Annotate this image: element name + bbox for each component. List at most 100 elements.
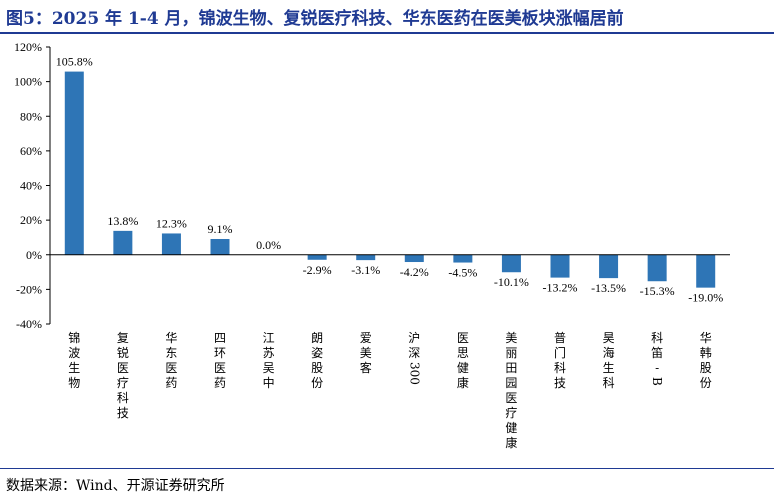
category-char: 笛 [651, 345, 663, 360]
category-char: 药 [165, 376, 177, 390]
category-char: 园 [505, 376, 517, 390]
category-char: 韩 [700, 345, 712, 360]
category-char: 田 [505, 361, 517, 375]
category-char: B [650, 377, 664, 386]
bar [307, 254, 327, 260]
data-label: 105.8% [56, 55, 93, 69]
y-tick-label: 100% [14, 75, 42, 89]
category-char: 技 [117, 406, 129, 420]
data-label: 13.8% [107, 214, 138, 228]
category-char: 医 [214, 361, 226, 375]
category-char: 复 [117, 331, 129, 345]
y-tick-label: 60% [20, 144, 42, 158]
category-char: 中 [263, 375, 275, 390]
category-char: - [655, 361, 659, 375]
category-char: 吴 [263, 361, 275, 375]
data-label: 9.1% [208, 222, 233, 236]
y-axis: -40% -20% 0% 20% 40% 60% 80% 100% 120% [14, 40, 51, 331]
category-char: 东 [165, 346, 177, 360]
category-char: 思 [457, 346, 469, 360]
category-char: 华 [165, 331, 177, 345]
category-char: 普 [554, 331, 566, 345]
category-char: 朗 [311, 331, 323, 345]
data-label: -4.5% [448, 266, 477, 280]
category-char: 医 [457, 331, 469, 345]
category-char: 沪 [408, 331, 420, 345]
category-char: 锦 [68, 331, 80, 345]
bar [696, 254, 716, 288]
category-label: 复锐医疗科技 [117, 331, 129, 420]
category-char: 股 [700, 361, 712, 375]
y-tick-label: -40% [16, 317, 42, 331]
category-char: 江 [263, 331, 275, 345]
category-char: 客 [360, 360, 372, 375]
category-char: 药 [214, 376, 226, 390]
source-note: 数据来源：Wind、开源证券研究所 [6, 478, 225, 494]
data-label: -13.2% [543, 281, 578, 295]
category-char: 科 [117, 391, 129, 405]
data-label: -2.9% [303, 263, 332, 277]
category-label: 科笛- B [650, 331, 664, 386]
category-char: 健 [505, 421, 517, 435]
category-char: 深 [408, 346, 420, 360]
y-tick-label: -20% [16, 282, 42, 296]
category-char: 物 [68, 376, 80, 390]
category-label: 爱美客 [360, 331, 372, 375]
category-char: 科 [603, 376, 615, 390]
category-char: 份 [700, 376, 712, 390]
category-char: 华 [700, 331, 712, 345]
category-char: 丽 [505, 346, 517, 360]
chart-title: 图5：2025 年 1-4 月，锦波生物、复锐医疗科技、华东医药在医美板块涨幅居… [6, 9, 624, 29]
data-label: -10.1% [494, 275, 529, 289]
bar [404, 254, 424, 263]
category-char: 疗 [117, 376, 129, 390]
category-labels: 锦波生物复锐医疗科技华东医药四环医药江苏吴中朗姿股份爱美客沪深300医思健康美丽… [68, 331, 711, 450]
y-tick-label: 120% [14, 40, 42, 54]
bar-chart: -40% -20% 0% 20% 40% 60% 80% 100% 120% 105.8% 13.… [14, 40, 730, 450]
category-char: 医 [505, 391, 517, 405]
bar [356, 254, 376, 261]
bar [64, 71, 84, 255]
bar [210, 238, 230, 255]
category-char: 苏 [263, 346, 275, 360]
category-char: 300 [407, 362, 421, 385]
y-tick-label: 0% [26, 248, 42, 262]
title-divider [0, 32, 774, 34]
data-label: -19.0% [688, 291, 723, 305]
category-char: 医 [117, 361, 129, 375]
data-label: 12.3% [156, 216, 187, 230]
category-char: 生 [68, 361, 80, 375]
category-label: 华东医药 [165, 331, 177, 390]
data-labels: 105.8% 13.8% 12.3% 9.1% 0.0% -2.9% -3.1% -4.2% -… [56, 55, 723, 305]
category-char: 康 [505, 435, 517, 450]
bar [161, 233, 181, 255]
data-label: -15.3% [640, 284, 675, 298]
category-char: 科 [554, 361, 566, 375]
category-char: 健 [457, 361, 469, 375]
bar [550, 254, 570, 278]
category-char: 波 [68, 346, 80, 360]
category-char: 康 [457, 375, 469, 390]
category-char: 股 [311, 361, 323, 375]
category-char: 海 [603, 345, 615, 360]
bar [647, 254, 667, 282]
data-label: -13.5% [591, 281, 626, 295]
category-label: 锦波生物 [68, 331, 80, 390]
data-label: 0.0% [256, 238, 281, 252]
category-char: 科 [651, 331, 663, 345]
source-divider [0, 468, 774, 469]
bars [64, 71, 716, 288]
data-label: -4.2% [400, 265, 429, 279]
category-char: 美 [360, 346, 372, 360]
y-tick-label: 80% [20, 109, 42, 123]
category-char: 生 [603, 361, 615, 375]
bar [599, 254, 619, 279]
category-char: 医 [165, 361, 177, 375]
category-char: 份 [311, 376, 323, 390]
